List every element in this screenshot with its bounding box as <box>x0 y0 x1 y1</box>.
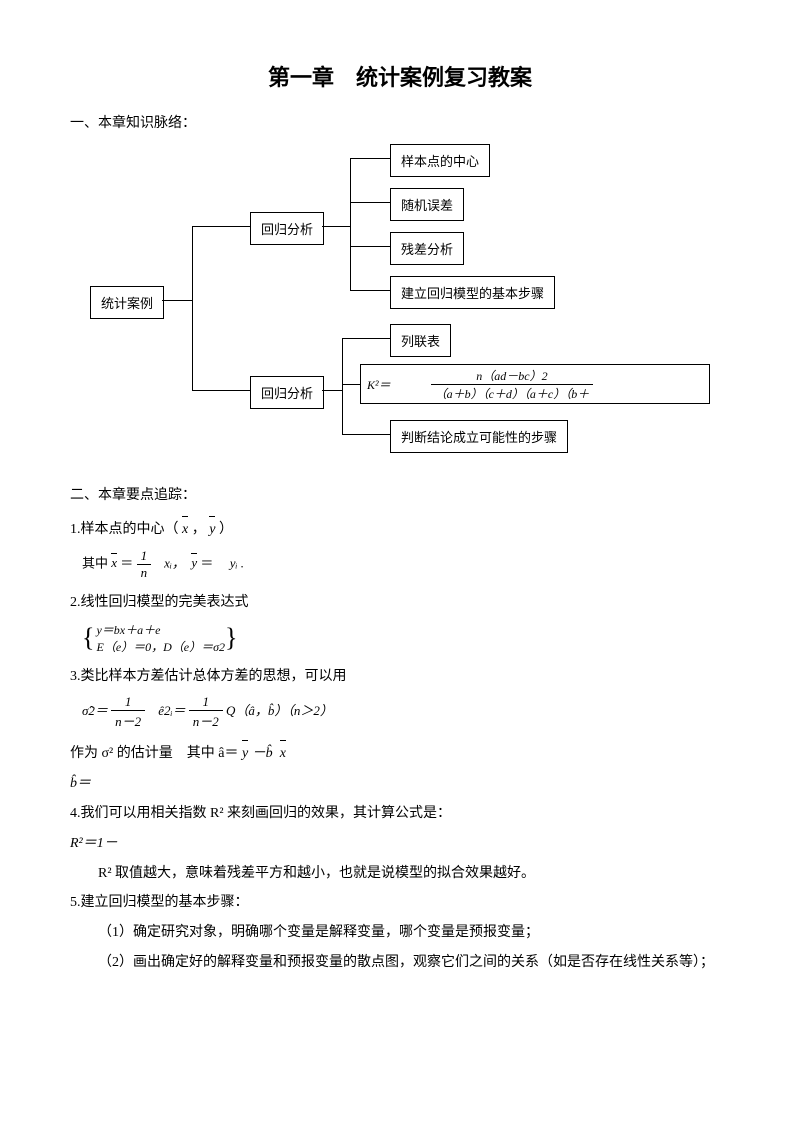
p1e: xᵢ， <box>164 555 185 570</box>
section-2-head: 二、本章要点追踪： <box>70 484 730 504</box>
frac-2-num: 1 <box>111 694 145 711</box>
point-3b: 作为 σ² 的估计量 其中 â＝ y －b̂ x <box>70 740 730 766</box>
p1g: yᵢ . <box>230 555 244 570</box>
point-1-formula: 其中 x ＝ 1n xᵢ， y ＝ yᵢ . <box>82 548 730 581</box>
point-3: 3.类比样本方差估计总体方差的思想，可以用 <box>70 665 730 689</box>
p1b-text: ） <box>219 522 233 537</box>
p3c: Q（â，b̂）（n＞2） <box>226 703 333 718</box>
frac-2-den: n－2 <box>111 711 145 730</box>
k2-num: n（ad－bc）2 <box>431 367 594 385</box>
point-2-formula: { y＝bx＋a＋e E（e）＝0，D（e）＝σ2 { <box>82 621 730 655</box>
section-1-head: 一、本章知识脉络： <box>70 112 730 132</box>
leaf-1-3: 残差分析 <box>390 232 464 265</box>
page-title: 第一章 统计案例复习教案 <box>70 60 730 92</box>
p3a: σ̂2＝ <box>82 703 108 718</box>
p3d: 作为 σ² 的估计量 其中 â＝ <box>70 746 238 761</box>
frac-3-den: n－2 <box>189 711 223 730</box>
p2a: y＝bx＋a＋e <box>96 621 225 638</box>
xbar-3: x <box>280 740 286 766</box>
p1c: 其中 <box>82 555 108 570</box>
node-branch-2: 回归分析 <box>250 376 324 409</box>
point-5: 5.建立回归模型的基本步骤： <box>70 891 730 915</box>
knowledge-diagram: 统计案例 回归分析 回归分析 样本点的中心 随机误差 残差分析 建立回归模型的基… <box>90 144 710 464</box>
xbar-1: x <box>182 516 188 542</box>
p3e: －b̂ <box>252 746 273 761</box>
k2-label: K²＝ <box>367 376 391 393</box>
p2b: E（e）＝0，D（e）＝σ2 <box>96 638 225 655</box>
point-4a: R²＝1－ <box>70 832 730 856</box>
k2-den: （a＋b）（c＋d）（a＋c）（b＋ <box>431 385 594 402</box>
leaf-1-1: 样本点的中心 <box>390 144 490 177</box>
p3b: ê2ᵢ＝ <box>158 703 185 718</box>
frac-1-num: 1 <box>137 548 152 565</box>
ybar-2: y <box>191 553 197 571</box>
leaf-2-1: 列联表 <box>390 324 451 357</box>
p1-text: 1.样本点的中心（ <box>70 522 179 537</box>
leaf-2-formula: K²＝ n（ad－bc）2 （a＋b）（c＋d）（a＋c）（b＋ <box>360 364 710 404</box>
xbar-2: x <box>111 553 117 571</box>
leaf-1-2: 随机误差 <box>390 188 464 221</box>
ybar-3: y <box>242 740 248 766</box>
eq2: ＝ <box>200 555 213 570</box>
point-3-formula: σ̂2＝ 1n－2 ê2ᵢ＝ 1n－2 Q（â，b̂）（n＞2） <box>82 694 730 730</box>
point-4: 4.我们可以用相关指数 R² 来刻画回归的效果，其计算公式是： <box>70 802 730 826</box>
comma-1: ， <box>192 522 206 537</box>
point-1: 1.样本点的中心（ x ， y ） <box>70 516 730 542</box>
point-3c: b̂＝ <box>70 772 730 796</box>
leaf-2-3: 判断结论成立可能性的步骤 <box>390 420 568 453</box>
point-5b: （2）画出确定好的解释变量和预报变量的散点图，观察它们之间的关系（如是否存在线性… <box>70 951 730 975</box>
frac-3-num: 1 <box>189 694 223 711</box>
leaf-1-4: 建立回归模型的基本步骤 <box>390 276 555 309</box>
point-5a: （1）确定研究对象，明确哪个变量是解释变量，哪个变量是预报变量； <box>70 921 730 945</box>
node-branch-1: 回归分析 <box>250 212 324 245</box>
ybar-1: y <box>209 516 215 542</box>
point-2: 2.线性回归模型的完美表达式 <box>70 591 730 615</box>
node-root: 统计案例 <box>90 286 164 319</box>
frac-1-den: n <box>137 565 152 581</box>
point-4b: R² 取值越大，意味着残差平方和越小，也就是说模型的拟合效果越好。 <box>70 862 730 886</box>
eq1: ＝ <box>120 555 133 570</box>
